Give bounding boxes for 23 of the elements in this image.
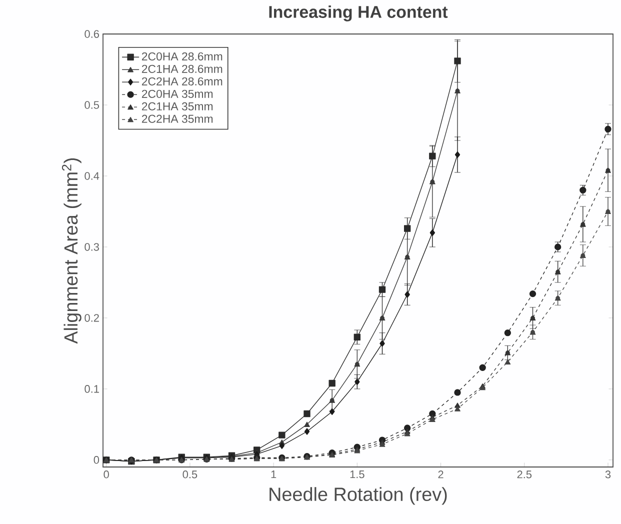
x-tick-label: 0.5 [182, 470, 198, 478]
y-tick-label: 0.2 [84, 314, 99, 322]
legend-label: 2C2HA 35mm [142, 114, 213, 123]
legend-label: 2C1HA 35mm [142, 102, 213, 110]
y-tick-label: 0.6 [84, 30, 99, 38]
chart-title: Increasing HA content [269, 6, 448, 22]
y-tick-label: 0.5 [84, 101, 100, 109]
x-tick-label: 1.5 [350, 470, 364, 478]
x-tick-label: 1 [271, 470, 276, 478]
legend-label: 2C1HA 28.6mm [142, 64, 222, 73]
x-tick-label: 2.5 [517, 470, 532, 478]
y-tick-label: 0.1 [84, 385, 99, 393]
x-tick-label: 0 [104, 470, 109, 478]
x-axis-title: Needle Rotation (rev) [270, 487, 447, 505]
y-tick-label: 0.3 [84, 243, 99, 251]
legend-label: 2C2HA 28.6mm [142, 77, 222, 86]
x-tick-label: 3 [605, 470, 611, 478]
y-axis-title: Alignment Area (mm$^{2}$) [62, 158, 82, 344]
x-tick-label: 2 [438, 470, 444, 478]
y-tick-label: 0 [94, 456, 100, 464]
y-tick-label: 0.4 [84, 172, 100, 180]
legend-label: 2C0HA 28.6mm [142, 52, 222, 60]
legend-label: 2C0HA 35mm [142, 90, 213, 98]
